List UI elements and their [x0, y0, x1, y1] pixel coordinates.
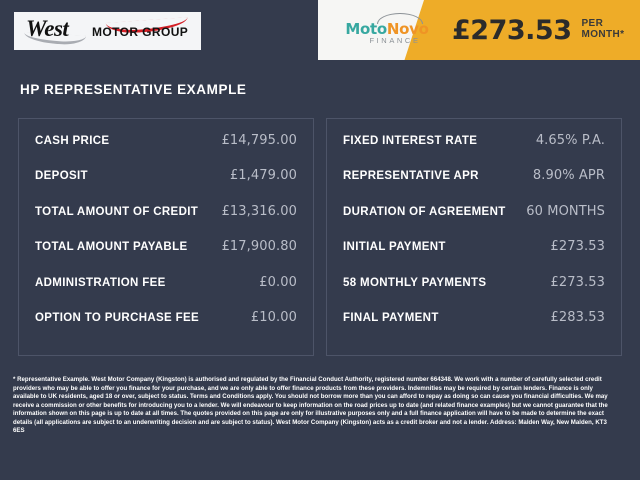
monthly-price-block: £273.53 PER MONTH* [452, 0, 640, 60]
dealer-logo-word-sub: MOTOR GROUP [92, 25, 189, 39]
row-label: DURATION OF AGREEMENT [343, 205, 506, 218]
dealer-logo[interactable]: West MOTOR GROUP [14, 12, 201, 50]
table-row: TOTAL AMOUNT PAYABLE £17,900.80 [35, 239, 297, 274]
table-row: INITIAL PAYMENT £273.53 [343, 239, 605, 274]
motonovo-logo-part1: Moto [345, 20, 387, 38]
row-value: £283.53 [550, 309, 605, 325]
table-row: DEPOSIT £1,479.00 [35, 168, 297, 203]
row-label: TOTAL AMOUNT PAYABLE [35, 241, 188, 254]
dealer-logo-word-main: West [26, 16, 69, 41]
table-row: FIXED INTEREST RATE 4.65% P.A. [343, 133, 605, 168]
row-value: £0.00 [259, 274, 297, 290]
row-value: £10.00 [250, 309, 297, 325]
row-value: 60 MONTHS [526, 203, 605, 219]
row-value: £17,900.80 [221, 239, 297, 255]
finance-panel-right: FIXED INTEREST RATE 4.65% P.A. REPRESENT… [326, 118, 622, 356]
table-row: REPRESENTATIVE APR 8.90% APR [343, 168, 605, 203]
row-value: 8.90% APR [532, 168, 605, 184]
page-title: HP REPRESENTATIVE EXAMPLE [20, 82, 247, 97]
row-label: FINAL PAYMENT [343, 311, 439, 324]
table-row: OPTION TO PURCHASE FEE £10.00 [35, 310, 297, 345]
finance-details-panels: CASH PRICE £14,795.00 DEPOSIT £1,479.00 … [18, 118, 622, 356]
header-left-block: West MOTOR GROUP [0, 0, 318, 60]
table-row: DURATION OF AGREEMENT 60 MONTHS [343, 204, 605, 239]
row-label: FIXED INTEREST RATE [343, 135, 478, 147]
row-value: £1,479.00 [229, 168, 297, 184]
table-row: ADMINISTRATION FEE £0.00 [35, 275, 297, 310]
table-row: CASH PRICE £14,795.00 [35, 133, 297, 168]
legal-disclaimer: * Representative Example. West Motor Com… [13, 376, 608, 435]
row-label: CASH PRICE [35, 135, 110, 147]
row-label: 58 MONTHLY PAYMENTS [343, 276, 487, 289]
row-value: £273.53 [550, 239, 605, 255]
motonovo-logo-part2: Novo [386, 20, 429, 38]
motonovo-logo-subtitle: FINANCE [369, 36, 421, 45]
row-label: REPRESENTATIVE APR [343, 170, 479, 183]
monthly-price-suffix: PER MONTH* [581, 18, 625, 40]
motonovo-finance-logo: MotoNovo FINANCE [337, 13, 437, 48]
table-row: FINAL PAYMENT £283.53 [343, 310, 605, 345]
finance-panel-left: CASH PRICE £14,795.00 DEPOSIT £1,479.00 … [18, 118, 314, 356]
row-label: OPTION TO PURCHASE FEE [35, 311, 200, 324]
row-value: £14,795.00 [221, 133, 297, 148]
row-value: £13,316.00 [221, 203, 297, 219]
row-value: 4.65% P.A. [535, 133, 605, 148]
row-label: INITIAL PAYMENT [343, 241, 446, 254]
table-row: TOTAL AMOUNT OF CREDIT £13,316.00 [35, 204, 297, 239]
row-label: ADMINISTRATION FEE [35, 276, 166, 289]
row-value: £273.53 [550, 274, 605, 290]
page-header: West MOTOR GROUP MotoNovo FINANCE £273.5… [0, 0, 640, 60]
row-label: TOTAL AMOUNT OF CREDIT [35, 205, 199, 218]
row-label: DEPOSIT [35, 170, 88, 183]
table-row: 58 MONTHLY PAYMENTS £273.53 [343, 275, 605, 310]
monthly-price-value: £273.53 [452, 14, 572, 46]
